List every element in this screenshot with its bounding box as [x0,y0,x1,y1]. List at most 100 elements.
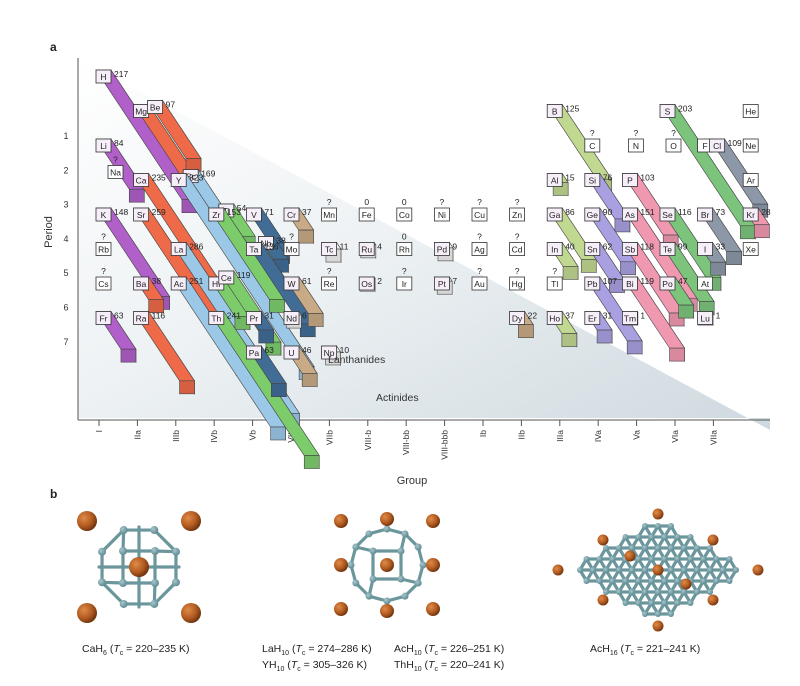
metal-atom [552,564,564,576]
element-symbol: Hg [512,279,523,289]
hydrogen-atom [668,523,674,529]
element-tile [622,173,638,187]
bar-end [710,261,726,276]
hydrogen-atom [590,567,596,573]
element-rh: Rh 0 [396,232,413,256]
element-tile [170,173,187,187]
bar-end [148,299,164,314]
element-cs: Cs? [95,266,112,291]
hydrogen-atom [674,600,681,606]
hydrogen-atom [733,567,739,573]
element-symbol: Mo [286,245,298,255]
tc-value-label: ? [327,266,332,276]
hydrogen-atom [707,567,713,573]
element-tile [742,173,759,187]
element-tile [697,242,713,256]
tc-value-label: ? [327,197,332,207]
tc-value-label: 9 [452,242,457,252]
element-symbol: Sn [587,245,598,255]
tc-value-label: 63 [264,345,274,355]
tc-value-label: 31 [603,311,613,321]
tc-value-label: 37 [302,207,312,217]
hydrogen-atom [414,579,422,587]
bar-end [561,333,578,347]
group-tick-label: VIII-bbb [440,430,450,460]
hydrogen-atom [681,567,687,573]
element-symbol: Pb [587,279,598,289]
element-symbol: Zr [212,210,220,220]
element-lu: Lu 1 [697,311,721,327]
element-tm: Tm 1 [621,311,645,327]
bond [152,528,178,554]
metal-atom [597,534,609,546]
tc-value-label: ? [477,197,482,207]
hydrogen-atom [726,578,733,584]
element-tile [218,270,235,285]
group-tick-label: IVb [209,430,219,443]
element-dy: Dy 22 [509,311,537,339]
hydrogen-atom [687,556,694,562]
bar-end [580,259,597,273]
bar-end [298,229,314,244]
element-symbol: Kr [746,210,755,220]
element-symbol: Sb [625,245,636,255]
element-mn: Mn? [321,197,338,222]
element-symbol: Po [662,279,673,289]
tc-value-label: 217 [114,69,128,79]
hydrogen-atom [635,578,642,584]
element-ar: Ar [742,173,759,187]
element-cr: Cr 37 [283,207,315,245]
hydrogen-atom [694,589,700,595]
element-symbol: Cd [512,245,523,255]
hydrogen-atom [171,578,180,587]
hydrogen-atom [700,556,707,562]
element-symbol: Ir [402,279,407,289]
element-symbol: P [627,176,633,186]
element-fe: Fe 0 [358,197,375,222]
metal-atom [652,508,664,520]
element-ag: Ag? [471,232,488,256]
hydrogen-atom [642,567,648,573]
bar-end [620,261,636,276]
hydrogen-atom [583,556,590,562]
element-tile [283,311,300,325]
element-pt: Pt 7 [433,276,457,296]
metal-atom [752,564,764,576]
tc-value-label: 125 [565,104,579,114]
bar-end [303,455,320,469]
element-tile [170,242,187,256]
element-tile [546,104,563,118]
tc-value-label: 31 [264,311,274,321]
element-symbol: Ho [549,314,560,324]
element-tile [283,276,300,291]
metal-atom [597,594,609,606]
hydrogen-atom [674,556,681,562]
element-tile [742,242,759,256]
element-tile [245,207,262,222]
element-tile [396,242,413,256]
element-symbol: Br [701,210,710,220]
element-re: Re? [321,266,338,291]
element-tile [628,138,644,153]
tc-value-label: 46 [302,345,312,355]
element-tile [433,207,450,222]
element-kr: Kr 28 [742,207,771,239]
hydrogen-atom [674,578,681,584]
element-symbol: V [251,210,257,220]
element-tile [321,242,338,256]
element-symbol: Mn [323,210,335,220]
element-tile [509,242,526,256]
bar-end [753,224,770,239]
bar-end [270,426,286,441]
element-symbol: Ar [746,176,755,186]
tc-value-label: ? [402,266,407,276]
element-symbol: Pd [437,245,448,255]
tc-value-label: ? [515,266,520,276]
group-tick-label: IIIa [555,430,565,442]
element-tile [584,138,601,153]
element-pa: Pa 63 [245,345,287,398]
element-symbol: Ne [745,141,756,151]
element-symbol: Rb [98,245,109,255]
group-tick-label: Vb [248,430,258,441]
element-symbol: Sr [137,210,146,220]
